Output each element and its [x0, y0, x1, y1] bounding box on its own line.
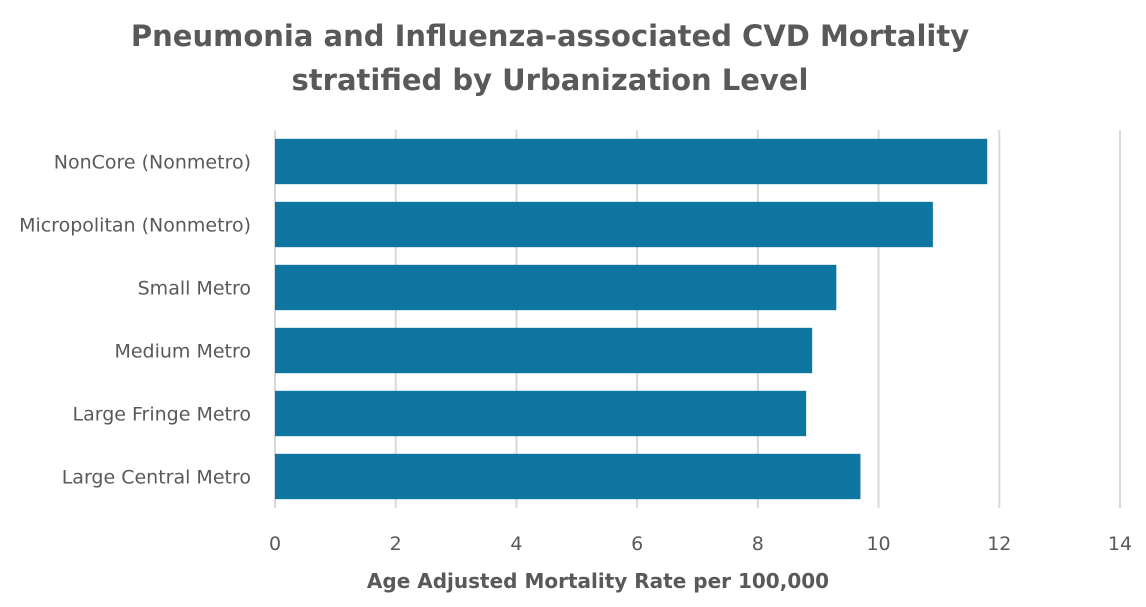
x-tick-label: 2: [390, 533, 402, 555]
x-tick-label: 4: [510, 533, 522, 555]
bar-4: [275, 327, 813, 374]
category-label: Medium Metro: [114, 341, 251, 363]
category-labels: NonCore (Nonmetro) Micropolitan (Nonmetro…: [19, 152, 251, 489]
bars: [275, 138, 988, 500]
chart-title-line-1: Pneumonia and Influenza-associated CVD M…: [130, 19, 970, 53]
category-label: Small Metro: [138, 278, 251, 300]
category-label: Large Central Metro: [62, 467, 251, 489]
bar-1: [275, 138, 988, 185]
x-axis-title: Age Adjusted Mortality Rate per 100,000: [367, 569, 829, 593]
x-tick-label: 10: [866, 533, 890, 555]
chart-title: Pneumonia and Influenza-associated CVD M…: [0, 14, 1100, 102]
chart-title-line-2: stratified by Urbanization Level: [291, 63, 809, 97]
bar-3: [275, 264, 837, 311]
x-tick-label: 6: [631, 533, 643, 555]
category-label: Large Fringe Metro: [72, 404, 251, 426]
x-tick-label: 8: [752, 533, 764, 555]
bar-2: [275, 201, 933, 248]
x-tick-label: 14: [1108, 533, 1132, 555]
x-tick-label: 0: [269, 533, 281, 555]
bar-6: [275, 453, 861, 500]
x-tick-label: 12: [987, 533, 1011, 555]
gridlines: [274, 130, 1121, 508]
x-tick-labels: 0 2 4 6 8 10 12 14: [269, 533, 1132, 555]
bar-5: [275, 390, 807, 437]
category-label: NonCore (Nonmetro): [54, 152, 251, 174]
category-label: Micropolitan (Nonmetro): [19, 215, 251, 237]
